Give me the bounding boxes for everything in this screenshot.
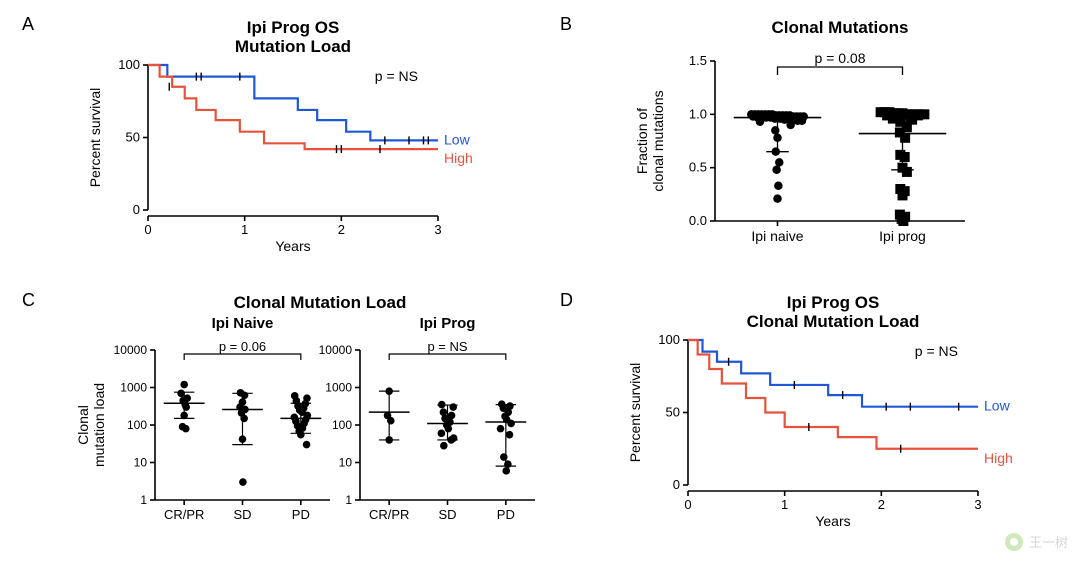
svg-text:p = NS: p = NS bbox=[915, 343, 958, 359]
svg-text:100: 100 bbox=[332, 418, 352, 432]
svg-text:Years: Years bbox=[275, 238, 310, 254]
svg-text:p = 0.06: p = 0.06 bbox=[219, 339, 266, 354]
svg-text:3: 3 bbox=[974, 497, 981, 512]
svg-text:Low: Low bbox=[984, 398, 1011, 414]
svg-text:2: 2 bbox=[878, 497, 885, 512]
svg-text:Ipi Prog: Ipi Prog bbox=[420, 315, 476, 332]
svg-text:p = NS: p = NS bbox=[375, 68, 418, 84]
svg-text:Low: Low bbox=[444, 131, 471, 147]
panel-a-survival-chart: Ipi Prog OSMutation Load 0 50 100 0 1 2 3 Years P… bbox=[60, 15, 520, 260]
svg-text:SD: SD bbox=[233, 507, 251, 522]
svg-text:0: 0 bbox=[684, 497, 691, 512]
svg-text:Years: Years bbox=[815, 513, 850, 529]
svg-text:100: 100 bbox=[658, 332, 680, 347]
svg-text:CR/PR: CR/PR bbox=[369, 507, 409, 522]
svg-text:Clonal: Clonal bbox=[75, 405, 91, 445]
panel-c-scatter-chart: Clonal Mutation Load Clonalmutation load I… bbox=[60, 290, 540, 550]
svg-text:1: 1 bbox=[345, 493, 352, 507]
svg-text:p = NS: p = NS bbox=[427, 339, 467, 354]
svg-text:10000: 10000 bbox=[114, 343, 148, 357]
svg-text:Clonal Mutations: Clonal Mutations bbox=[772, 18, 909, 37]
svg-text:1.0: 1.0 bbox=[689, 106, 707, 121]
svg-text:Clonal Mutation Load: Clonal Mutation Load bbox=[747, 312, 920, 331]
svg-text:High: High bbox=[444, 150, 473, 166]
svg-text:10: 10 bbox=[339, 456, 353, 470]
svg-text:PD: PD bbox=[292, 507, 310, 522]
wechat-icon bbox=[1005, 533, 1023, 551]
svg-text:clonal mutations: clonal mutations bbox=[650, 90, 666, 191]
svg-text:Ipi Prog OS: Ipi Prog OS bbox=[787, 293, 880, 312]
svg-text:Percent survival: Percent survival bbox=[627, 363, 643, 463]
svg-text:CR/PR: CR/PR bbox=[164, 507, 204, 522]
panel-b-scatter-chart: Clonal Mutations 0.0 0.5 1.0 1.5 Ipi naive Ipi… bbox=[600, 15, 1050, 260]
svg-text:50: 50 bbox=[666, 405, 680, 420]
svg-text:mutation load: mutation load bbox=[91, 383, 107, 467]
svg-text:0: 0 bbox=[133, 202, 140, 217]
svg-text:SD: SD bbox=[438, 507, 456, 522]
panel-label-a: A bbox=[22, 14, 34, 35]
svg-text:Mutation Load: Mutation Load bbox=[235, 37, 351, 56]
svg-text:1.5: 1.5 bbox=[689, 53, 707, 68]
svg-text:Clonal Mutation Load: Clonal Mutation Load bbox=[234, 293, 407, 312]
svg-text:10: 10 bbox=[134, 456, 148, 470]
svg-text:100: 100 bbox=[127, 418, 147, 432]
svg-text:Ipi Naive: Ipi Naive bbox=[212, 315, 274, 332]
svg-text:1000: 1000 bbox=[325, 381, 352, 395]
svg-text:0.5: 0.5 bbox=[689, 160, 707, 175]
panel-label-b: B bbox=[560, 14, 572, 35]
svg-text:50: 50 bbox=[126, 130, 140, 145]
svg-text:p = 0.08: p = 0.08 bbox=[815, 50, 866, 66]
svg-text:Ipi naive: Ipi naive bbox=[751, 228, 803, 244]
watermark-text: 王一树 bbox=[1029, 532, 1068, 551]
svg-text:Fraction of: Fraction of bbox=[634, 108, 650, 174]
panel-label-c: C bbox=[22, 290, 35, 311]
svg-text:1: 1 bbox=[241, 222, 248, 237]
svg-text:2: 2 bbox=[338, 222, 345, 237]
svg-text:100: 100 bbox=[118, 57, 140, 72]
svg-text:1000: 1000 bbox=[120, 381, 147, 395]
panel-d-survival-chart: Ipi Prog OSClonal Mutation Load 0 50 100 0 1 2… bbox=[600, 290, 1050, 550]
svg-text:High: High bbox=[984, 450, 1013, 466]
svg-text:0.0: 0.0 bbox=[689, 213, 707, 228]
svg-text:10000: 10000 bbox=[319, 343, 353, 357]
svg-text:3: 3 bbox=[434, 222, 441, 237]
svg-text:0: 0 bbox=[673, 477, 680, 492]
svg-text:PD: PD bbox=[497, 507, 515, 522]
svg-text:Ipi prog: Ipi prog bbox=[879, 228, 926, 244]
svg-text:1: 1 bbox=[140, 493, 147, 507]
panel-label-d: D bbox=[560, 290, 573, 311]
watermark: 王一树 bbox=[1005, 532, 1068, 551]
svg-text:Percent survival: Percent survival bbox=[87, 88, 103, 188]
svg-text:1: 1 bbox=[781, 497, 788, 512]
figure: A B C D Ipi Prog OSMutation Load05010001… bbox=[0, 0, 1080, 561]
svg-text:0: 0 bbox=[144, 222, 151, 237]
svg-text:Ipi Prog OS: Ipi Prog OS bbox=[247, 18, 340, 37]
